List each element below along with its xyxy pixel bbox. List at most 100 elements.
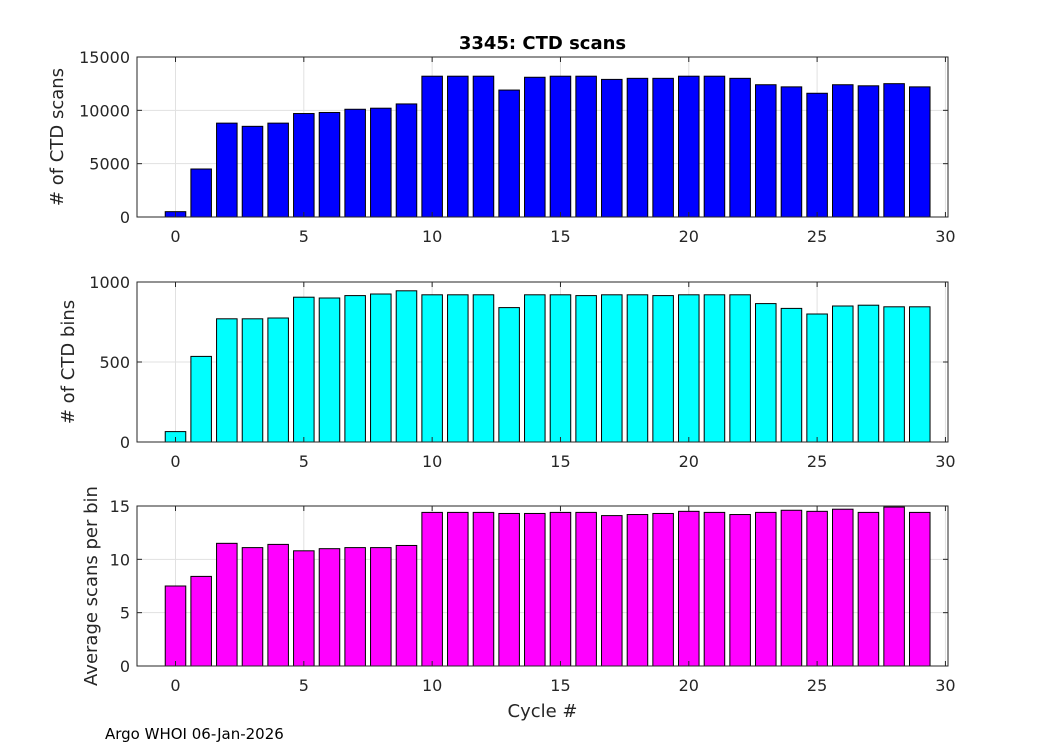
subplot-2: 0 5 10 15 20 25 30 0 500 1000 # of CTD bins	[58, 273, 956, 471]
bar-cycle-5	[293, 550, 315, 667]
bar-cycle-26	[832, 508, 854, 667]
bar-cycle-21	[703, 294, 726, 443]
x-tick-label: 0	[170, 452, 180, 471]
bar-cycle-28	[883, 506, 905, 667]
bar-cycle-27	[857, 85, 880, 218]
bar-cycle-13	[498, 89, 520, 218]
bar-cycle-1	[190, 168, 212, 218]
bar-cycle-18	[626, 294, 649, 443]
x-tick-label: 15	[550, 452, 570, 471]
bar-cycle-21	[703, 75, 726, 218]
bar-cycle-4	[267, 122, 289, 218]
bar-cycle-8	[370, 293, 392, 443]
footer-credit: Argo WHOI 06-Jan-2026	[105, 725, 284, 743]
x-tick-label: 0	[170, 227, 180, 246]
bar-cycle-15	[549, 75, 572, 218]
bar-cycle-26	[832, 84, 854, 218]
bar-cycle-15	[549, 294, 572, 443]
bar-cycle-1	[190, 575, 212, 667]
y-tick-label: 10	[110, 550, 130, 569]
bar-cycle-6	[318, 297, 341, 443]
x-tick-label: 10	[422, 227, 442, 246]
bar-cycle-24	[780, 307, 803, 443]
y-tick-label: 1000	[89, 273, 130, 292]
x-tick-label: 30	[935, 452, 955, 471]
x-tick-label: 5	[299, 452, 309, 471]
bar-cycle-18	[626, 77, 649, 218]
bar-cycle-28	[883, 83, 905, 218]
x-tick-label: 20	[679, 227, 699, 246]
x-tick-label: 20	[679, 676, 699, 695]
bar-cycle-17	[601, 294, 623, 443]
bar-cycle-18	[626, 514, 649, 667]
bar-cycle-4	[267, 317, 289, 443]
axes-box	[136, 505, 949, 667]
bar-cycle-1	[190, 355, 212, 443]
bar-cycle-23	[755, 303, 777, 443]
x-tick-label: 15	[550, 676, 570, 695]
bar-cycle-14	[524, 76, 546, 218]
y-axis-label: Average scans per bin	[81, 486, 102, 686]
bar-cycle-15	[549, 511, 572, 667]
y-axis-label: # of CTD scans	[47, 68, 68, 206]
bar-cycle-11	[447, 294, 469, 443]
bar-cycle-12	[472, 511, 495, 667]
bar-cycle-7	[344, 108, 366, 218]
bar-cycle-28	[883, 306, 905, 443]
bar-cycle-10	[421, 75, 443, 218]
bar-cycle-6	[318, 548, 341, 667]
y-tick-label: 0	[120, 657, 130, 676]
bar-cycle-4	[267, 543, 289, 667]
y-tick-label: 5	[120, 604, 130, 623]
bar-cycle-25	[806, 313, 828, 443]
bar-cycle-9	[395, 544, 418, 667]
bar-cycle-16	[575, 75, 597, 218]
x-tick-label: 10	[422, 676, 442, 695]
bar-cycle-7	[344, 295, 366, 443]
bar-cycle-2	[216, 542, 238, 667]
bar-cycle-19	[652, 77, 674, 218]
subplot-1: 0 5 10 15 20 25 30 0 5000 10000 15000 # of CTD scan…	[47, 33, 956, 246]
bar-cycle-3	[241, 318, 264, 443]
bar-cycle-27	[857, 304, 880, 443]
bar-cycle-20	[678, 510, 700, 667]
bar-cycle-11	[447, 511, 469, 667]
bar-cycle-19	[652, 512, 674, 667]
bar-cycle-5	[293, 113, 315, 218]
y-tick-label: 15000	[79, 48, 130, 67]
bar-cycle-22	[729, 77, 751, 218]
x-tick-label: 15	[550, 227, 570, 246]
bar-cycle-12	[472, 75, 495, 218]
bar-cycle-13	[498, 512, 520, 667]
subplot-3: 0 5 10 15 20 25 30 0 5 10 15 Average scans per bin C…	[81, 486, 956, 722]
bar-cycle-24	[780, 86, 803, 218]
bar-cycle-17	[601, 78, 623, 218]
y-tick-label: 15	[110, 497, 130, 516]
bar-cycle-17	[601, 515, 623, 667]
bar-cycle-25	[806, 510, 828, 667]
x-tick-label: 0	[170, 676, 180, 695]
bar-cycle-12	[472, 294, 495, 443]
bar-cycle-29	[909, 511, 931, 667]
y-tick-label: 10000	[79, 101, 130, 120]
y-tick-label: 0	[120, 208, 130, 227]
bar-cycle-6	[318, 111, 341, 218]
y-tick-label: 5000	[89, 155, 130, 174]
bar-cycle-10	[421, 511, 443, 667]
bar-cycle-9	[395, 103, 418, 218]
bar-cycle-22	[729, 514, 751, 667]
y-tick-label: 500	[99, 353, 130, 372]
bar-cycle-14	[524, 294, 546, 443]
x-axis-label: Cycle #	[508, 701, 578, 722]
x-tick-label: 10	[422, 452, 442, 471]
bar-cycle-29	[909, 306, 931, 443]
bar-cycle-10	[421, 294, 443, 443]
bar-cycle-13	[498, 307, 520, 443]
x-tick-label: 30	[935, 676, 955, 695]
x-tick-label: 5	[299, 676, 309, 695]
chart-title: 3345: CTD scans	[459, 33, 626, 54]
bar-cycle-2	[216, 318, 238, 443]
bar-cycle-3	[241, 125, 264, 218]
bar-cycle-26	[832, 305, 854, 443]
bar-cycle-3	[241, 547, 264, 667]
